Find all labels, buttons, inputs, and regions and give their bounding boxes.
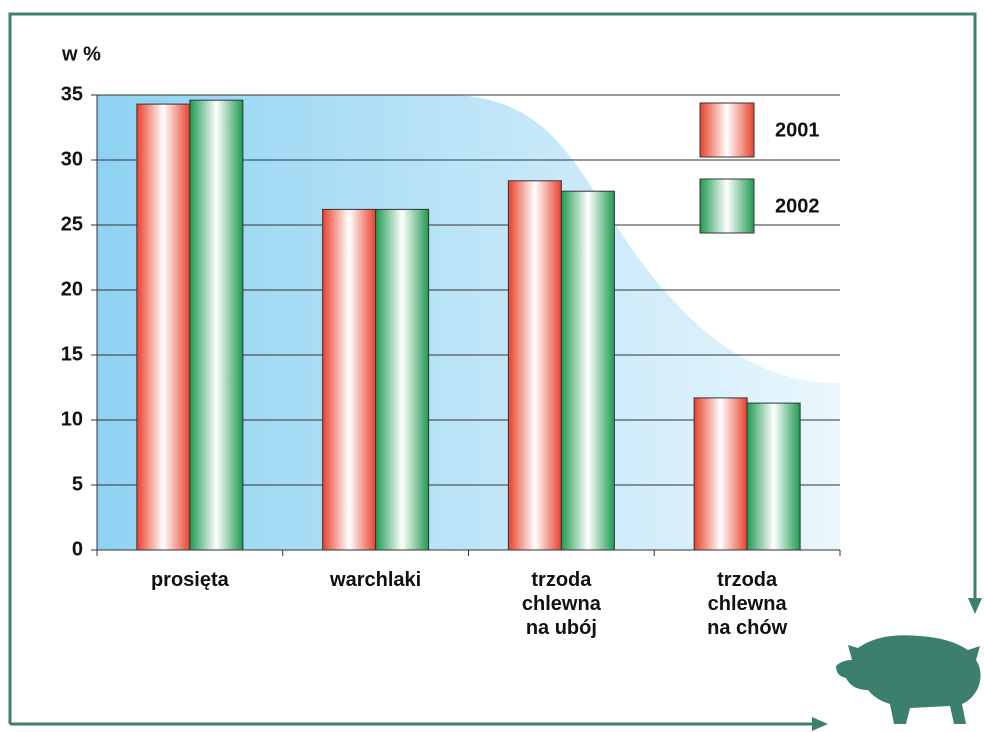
legend-label: 2002 [775, 195, 820, 217]
bar [694, 398, 747, 550]
x-tick-label: warchlaki [286, 568, 466, 592]
bar [508, 181, 561, 550]
y-axis-label: w % [61, 43, 101, 65]
y-tick-label: 30 [61, 148, 83, 170]
y-tick-label: 10 [61, 408, 83, 430]
page: w % 0 5 10 15 20 25 30 35 2001 2002 prosiętawarch… [0, 0, 984, 732]
pig-icon [836, 635, 981, 724]
bar [190, 100, 243, 550]
bar [323, 209, 376, 550]
y-tick-label: 5 [72, 473, 83, 495]
arrow [812, 717, 828, 731]
arrow [968, 598, 982, 614]
bar [137, 104, 190, 550]
bar [376, 209, 429, 550]
bar [747, 403, 800, 550]
x-tick-label: trzoda chlewna na ubój [471, 568, 651, 640]
y-tick-label: 25 [61, 213, 83, 235]
legend-swatch [700, 179, 754, 233]
x-tick-label: trzoda chlewna na chów [657, 568, 837, 640]
x-tick-label: prosięta [100, 568, 280, 592]
legend-swatch [700, 103, 754, 157]
y-tick-label: 0 [72, 538, 83, 560]
legend-label: 2001 [775, 119, 820, 141]
bar [561, 191, 614, 550]
y-tick-label: 35 [61, 83, 83, 105]
y-tick-label: 20 [61, 278, 83, 300]
y-tick-label: 15 [61, 343, 83, 365]
